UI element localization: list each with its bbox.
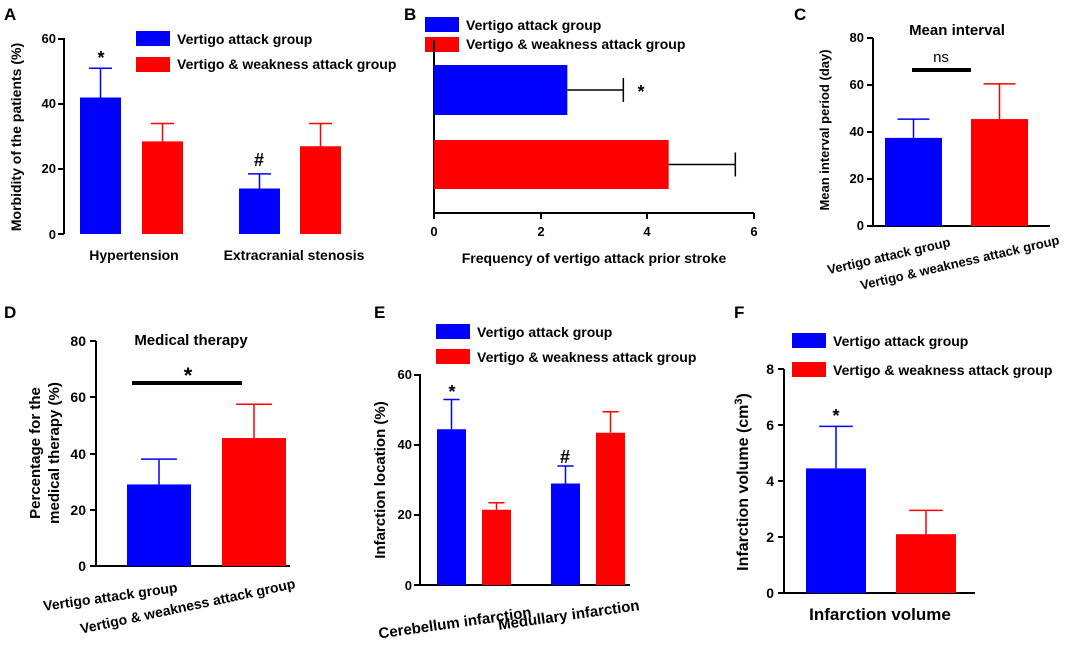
panel-f-y-tick: 6	[766, 417, 774, 433]
panel-b-legend-swatch-1	[425, 17, 459, 32]
panel-c-y-tick: 40	[850, 124, 864, 139]
panel-e-legend-swatch-1	[436, 324, 470, 339]
panel-c-y-tick: 60	[850, 77, 864, 92]
panel-e-bar-group2	[596, 432, 625, 585]
panel-f-letter: F	[734, 303, 744, 322]
panel-a-y-tick: 20	[42, 161, 56, 176]
panel-c-y-axis-title: Mean interval period (day)	[817, 49, 832, 210]
panel-d-letter: D	[4, 303, 16, 322]
panel-f-y-tick: 4	[766, 473, 774, 489]
panel-d-y-tick: 60	[70, 389, 86, 405]
panel-b-bar-group1	[434, 65, 568, 115]
panel-f-bar-group2	[896, 534, 956, 593]
panel-a-annotation-star: *	[97, 48, 104, 68]
panel-f-legend-label-2: Vertigo & weakness attack group	[833, 362, 1052, 378]
panel-c-y-tick: 80	[850, 30, 864, 45]
panel-b-legend-label-1: Vertigo attack group	[466, 17, 601, 33]
panel-e-y-tick: 0	[405, 578, 412, 593]
panel-b-legend-swatch-2	[425, 37, 459, 52]
panel-a-y-tick: 0	[49, 227, 56, 242]
panel-a-category-label: Extracranial stenosis	[224, 247, 365, 263]
panel-d-bar-group1	[127, 484, 191, 566]
panel-a-y-tick: 60	[42, 31, 56, 46]
panel-a-bar-group2	[300, 146, 341, 234]
panel-c-bar-group2	[971, 119, 1028, 226]
panel-f-y-axis-title-end: )	[735, 393, 752, 398]
panel-e-category-label: Medullary infarction	[497, 597, 641, 634]
panel-e-y-tick: 60	[398, 367, 412, 382]
panel-e-legend-label-1: Vertigo attack group	[477, 324, 612, 340]
panel-d-y-axis-title-line-1: Percentage for the	[27, 387, 44, 519]
panel-b-annotation-star: *	[637, 82, 644, 102]
panel-e-legend-swatch-2	[436, 349, 470, 364]
panel-b-x-axis-title: Frequency of vertigo attack prior stroke	[462, 250, 727, 266]
panel-f-y-axis-title-main: Infarction volume (cm	[735, 405, 752, 571]
panel-e-y-tick: 20	[398, 507, 412, 522]
panel-a-annotation-hash: #	[254, 150, 264, 170]
panel-f-legend-swatch-2	[792, 362, 826, 377]
panel-c-annotation-ns: ns	[933, 49, 949, 66]
panel-a-y-axis-title: Morbidity of the patients (%)	[8, 43, 24, 231]
panel-a-letter: A	[4, 5, 16, 24]
panel-f-x-axis-title: Infarction volume	[809, 605, 951, 624]
panel-f-y-tick: 8	[766, 361, 774, 377]
panel-e-bar-group2	[482, 509, 511, 585]
panel-e-annotation-hash: #	[560, 447, 570, 467]
panel-d-category-label: Vertigo & weakness attack group	[79, 575, 297, 636]
panel-b-x-tick: 4	[643, 224, 651, 239]
panel-f: F Vertigo attack group Vertigo & weaknes…	[733, 303, 1052, 624]
panel-d-y-axis-title-line-2: medical therapy (%)	[46, 382, 63, 524]
panel-e-y-tick: 40	[398, 437, 412, 452]
panel-b-x-tick: 0	[430, 224, 437, 239]
panel-c-letter: C	[794, 5, 806, 24]
panel-c-bar-group1	[885, 137, 942, 226]
panel-d-y-tick: 0	[78, 558, 86, 574]
panel-a-legend-swatch-2	[136, 57, 170, 72]
panel-a-legend-label-2: Vertigo & weakness attack group	[177, 56, 396, 72]
panel-c-y-tick: 20	[850, 171, 864, 186]
panel-a-bar-group1	[80, 97, 121, 234]
panel-b-bar-group2	[434, 140, 669, 189]
panel-f-annotation-star: *	[832, 406, 839, 426]
panel-a-legend-label-1: Vertigo attack group	[177, 31, 312, 47]
panel-e: E Vertigo attack group Vertigo & weaknes…	[372, 303, 696, 642]
panel-a-category-label: Hypertension	[89, 247, 178, 263]
panel-e-annotation-star: *	[448, 382, 455, 402]
panel-c: C Mean interval Mean interval period (da…	[794, 5, 1061, 293]
panel-f-y-tick: 2	[766, 529, 774, 545]
panel-b: B Vertigo attack group Vertigo & weaknes…	[404, 5, 758, 266]
panel-d: D Medical therapy Percentage for the med…	[4, 303, 297, 637]
panel-e-y-axis-title: Infarction location (%)	[372, 401, 389, 559]
panel-b-x-tick: 6	[750, 224, 757, 239]
panel-f-legend-label-1: Vertigo attack group	[833, 333, 968, 349]
panel-e-letter: E	[374, 303, 385, 322]
panel-f-y-tick: 0	[766, 585, 774, 601]
panel-b-letter: B	[404, 5, 416, 24]
panel-d-annotation-star: *	[184, 363, 193, 388]
panel-e-bar-group1	[437, 429, 466, 585]
panel-a-y-tick: 40	[42, 96, 56, 111]
panel-f-y-axis-title: Infarction volume (cm3)	[733, 393, 752, 571]
panel-f-y-axis-title-sup: 3	[733, 398, 745, 404]
panel-a-bar-group1	[239, 188, 280, 234]
panel-e-bar-group1	[551, 483, 580, 585]
panel-c-y-tick: 0	[857, 218, 864, 233]
panel-e-legend-label-2: Vertigo & weakness attack group	[477, 349, 696, 365]
panel-b-legend-label-2: Vertigo & weakness attack group	[466, 36, 685, 52]
panel-d-y-tick: 40	[70, 446, 86, 462]
panel-a-bar-group2	[142, 141, 183, 234]
panel-d-bar-group2	[222, 438, 286, 566]
panel-f-bar-group1	[806, 468, 866, 593]
panel-f-legend-swatch-1	[792, 333, 826, 348]
panel-d-y-tick: 80	[70, 333, 86, 349]
panel-c-title: Mean interval	[909, 22, 1005, 39]
panel-d-y-tick: 20	[70, 502, 86, 518]
panel-b-x-tick: 2	[537, 224, 544, 239]
panel-d-title: Medical therapy	[134, 332, 248, 349]
panel-a-legend-swatch-1	[136, 31, 170, 46]
panel-a: A Vertigo attack group Vertigo & weaknes…	[4, 5, 396, 263]
